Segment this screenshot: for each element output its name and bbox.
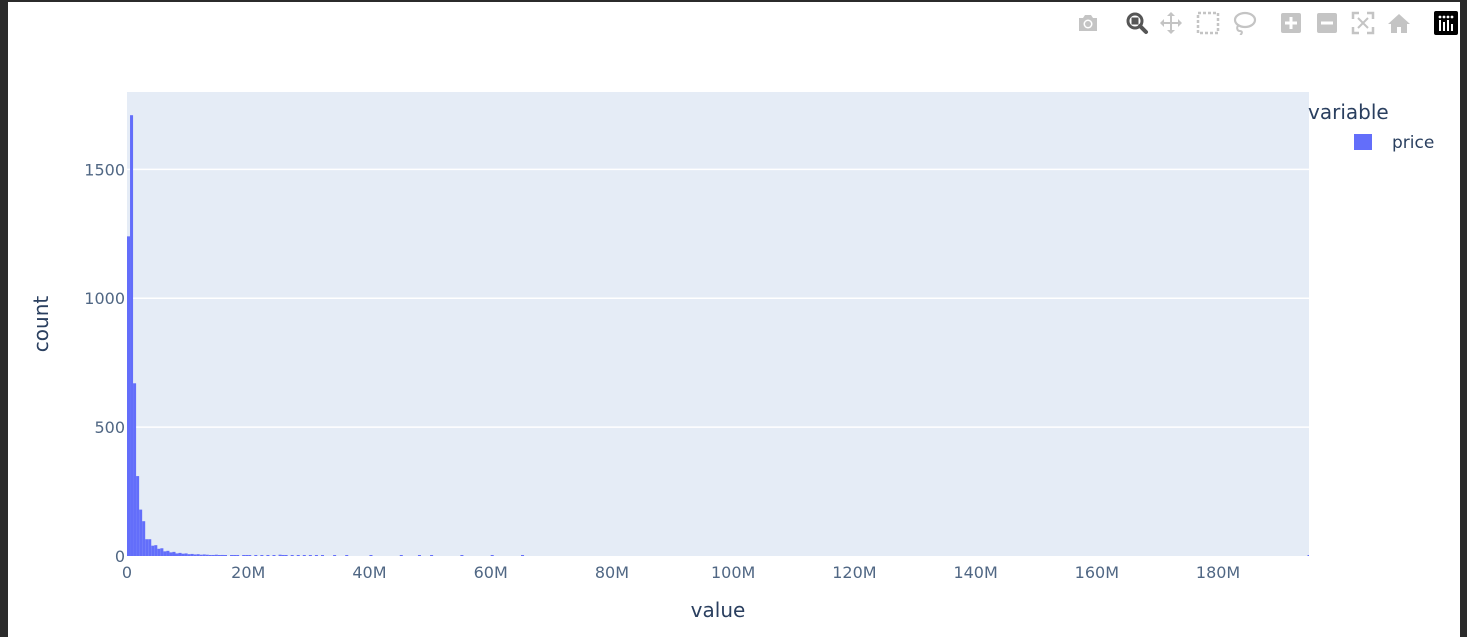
histogram-bar[interactable] [187, 554, 191, 556]
histogram-bar[interactable] [130, 115, 134, 556]
histogram-bar[interactable] [296, 555, 300, 556]
histogram-bar[interactable] [217, 555, 221, 556]
histogram-bar[interactable] [430, 555, 434, 556]
histogram-bar[interactable] [160, 548, 164, 556]
histogram-bar[interactable] [199, 554, 203, 556]
histogram-bar[interactable] [220, 554, 224, 556]
y-tick-label: 0 [115, 547, 125, 566]
x-tick-label: 100M [711, 563, 755, 582]
histogram-bar[interactable] [190, 553, 194, 556]
histogram-bar[interactable] [278, 554, 282, 556]
histogram-bar[interactable] [193, 554, 197, 556]
x-tick-label: 40M [352, 563, 386, 582]
histogram-bar[interactable] [345, 555, 349, 556]
histogram-bar[interactable] [1307, 555, 1310, 556]
histogram-bar[interactable] [142, 521, 146, 556]
histogram-bar[interactable] [230, 555, 234, 556]
zoom-icon[interactable] [1123, 10, 1151, 36]
histogram-bar[interactable] [245, 555, 249, 556]
legend-item-price[interactable]: price [1354, 133, 1434, 153]
x-tick-label: 140M [953, 563, 997, 582]
histogram-bar[interactable] [281, 555, 285, 556]
histogram-bar[interactable] [172, 551, 176, 556]
y-tick-label: 500 [94, 418, 125, 437]
x-tick-label: 160M [1075, 563, 1119, 582]
histogram-bar[interactable] [284, 555, 288, 556]
histogram-bar[interactable] [236, 555, 240, 556]
histogram-bar[interactable] [154, 545, 158, 556]
x-tick-label: 60M [474, 563, 508, 582]
y-axis-title: count [29, 296, 53, 353]
histogram-bar[interactable] [166, 550, 170, 556]
histogram-bar[interactable] [320, 555, 324, 556]
histogram-bar[interactable] [133, 383, 137, 556]
histogram-bar[interactable] [233, 555, 237, 556]
histogram-bar[interactable] [214, 554, 218, 556]
plotly-logo-icon[interactable] [1432, 10, 1460, 36]
histogram-bar[interactable] [266, 555, 270, 556]
histogram-bar[interactable] [290, 555, 294, 556]
histogram-bar[interactable] [272, 555, 276, 556]
bar-series-price [127, 115, 1309, 556]
x-tick-label: 80M [595, 563, 629, 582]
x-tick-label: 20M [231, 563, 265, 582]
autoscale-icon[interactable] [1349, 10, 1377, 36]
histogram-bar[interactable] [178, 552, 182, 556]
x-tick-label: 0 [122, 563, 132, 582]
histogram-bar[interactable] [202, 554, 206, 556]
histogram-bar[interactable] [260, 555, 264, 556]
histogram-bar[interactable] [460, 555, 464, 556]
histogram-bar[interactable] [148, 539, 152, 556]
histogram-bar[interactable] [490, 555, 494, 556]
legend-title: variable [1308, 100, 1389, 124]
plot-container: 0 20M 40M 60M 80M 100M 120M 140M 160M 180M 0 500 100… [8, 2, 1460, 637]
histogram-bar[interactable] [136, 476, 140, 556]
histogram-bar[interactable] [208, 554, 212, 556]
pan-icon[interactable] [1157, 10, 1185, 36]
modebar [1066, 10, 1458, 40]
histogram-bar[interactable] [242, 555, 246, 556]
histogram-bar[interactable] [181, 553, 185, 556]
zoom-in-icon[interactable] [1277, 10, 1305, 36]
lasso-select-icon[interactable] [1230, 10, 1258, 36]
histogram-bar[interactable] [175, 553, 179, 556]
histogram-bar[interactable] [399, 555, 403, 556]
reset-axes-icon[interactable] [1385, 10, 1413, 36]
x-tick-label: 180M [1196, 563, 1240, 582]
histogram-bar[interactable] [211, 554, 215, 556]
histogram-bar[interactable] [184, 553, 188, 556]
histogram-bar[interactable] [314, 555, 318, 556]
histogram-bar[interactable] [254, 555, 258, 556]
legend-swatch [1354, 134, 1372, 150]
histogram-bar[interactable] [308, 555, 312, 556]
histogram-bar[interactable] [196, 554, 200, 556]
histogram-bar[interactable] [169, 552, 173, 556]
histogram-bar[interactable] [521, 555, 525, 556]
histogram-bar[interactable] [302, 555, 306, 556]
camera-icon[interactable] [1074, 10, 1102, 36]
histogram-bar[interactable] [417, 555, 421, 556]
histogram-bar[interactable] [248, 555, 252, 556]
legend-label: price [1392, 133, 1434, 153]
x-axis-title: value [691, 598, 746, 622]
plot-area[interactable] [127, 92, 1309, 556]
x-tick-label: 120M [832, 563, 876, 582]
histogram-bar[interactable] [145, 539, 149, 556]
histogram-bar[interactable] [223, 555, 228, 556]
histogram-bar[interactable] [151, 545, 155, 556]
chart[interactable]: 0 20M 40M 60M 80M 100M 120M 140M 160M 180M 0 500 100… [8, 2, 1460, 637]
histogram-bar[interactable] [369, 555, 373, 556]
y-tick-label: 1000 [84, 289, 125, 308]
histogram-bar[interactable] [333, 555, 337, 556]
histogram-bar[interactable] [127, 236, 131, 556]
zoom-out-icon[interactable] [1313, 10, 1341, 36]
histogram-bar[interactable] [157, 548, 161, 556]
box-select-icon[interactable] [1194, 10, 1222, 36]
y-tick-label: 1500 [84, 160, 125, 179]
histogram-bar[interactable] [205, 554, 209, 556]
histogram-bar[interactable] [163, 551, 167, 556]
histogram-bar[interactable] [139, 509, 143, 556]
